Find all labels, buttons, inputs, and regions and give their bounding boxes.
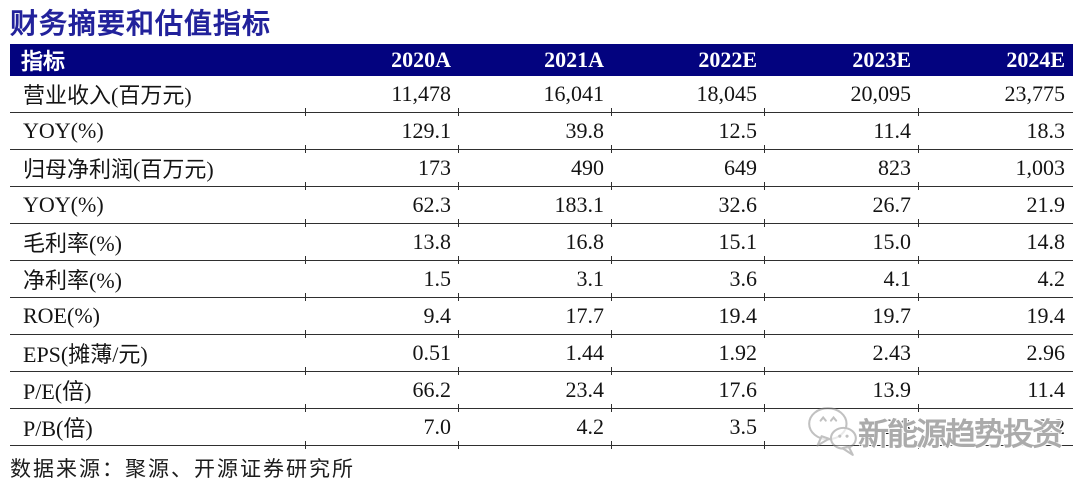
row-label: ROE(%)	[10, 297, 306, 335]
cell-value: 23.4	[458, 371, 612, 412]
cell-value: 19.4	[611, 297, 765, 338]
row-label: 营业收入(百万元)	[10, 76, 306, 113]
header-cell-2023e: 2023E	[765, 44, 919, 76]
row-label: YOY(%)	[10, 112, 306, 150]
cell-value: 26.7	[764, 186, 919, 227]
cell-value: 490	[458, 149, 612, 190]
header-cell-2024e: 2024E	[919, 44, 1073, 76]
cell-value: 823	[764, 149, 919, 190]
header-cell-metric: 指标	[10, 44, 306, 76]
cell-value: 19.7	[764, 297, 919, 338]
cell-value: 16,041	[458, 76, 612, 116]
cell-value: 13.9	[764, 371, 919, 412]
cell-value: 4.1	[764, 260, 919, 301]
table-row: P/E(倍) 66.2 23.4 17.6 13.9 11.4	[10, 371, 1073, 412]
cell-value: 2.43	[764, 334, 919, 375]
data-source-note: 数据来源：聚源、开源证券研究所	[10, 457, 355, 481]
cell-value: 66.2	[305, 371, 459, 412]
cell-value: 1.5	[305, 260, 459, 301]
header-row: 指标 2020A 2021A 2022E 2023E 2024E	[10, 44, 1073, 76]
table-row: YOY(%) 62.3 183.1 32.6 26.7 21.9	[10, 186, 1073, 227]
cell-value: 1.44	[458, 334, 612, 375]
cell-value: 15.1	[611, 223, 765, 264]
cell-value: 2.2	[918, 408, 1073, 449]
table-body: 营业收入(百万元) 11,478 16,041 18,045 20,095 23,775 Y…	[10, 76, 1073, 449]
page-title: 财务摘要和估值指标	[10, 9, 272, 40]
cell-value: 62.3	[305, 186, 459, 227]
cell-value: 2.96	[918, 334, 1073, 375]
financial-summary-table: 指标 2020A 2021A 2022E 2023E 2024E 营业收入(百万…	[10, 44, 1073, 449]
cell-value: 11.4	[918, 371, 1073, 412]
cell-value: 32.6	[611, 186, 765, 227]
table-row: P/B(倍) 7.0 4.2 3.5 2.8 2.2	[10, 408, 1073, 449]
cell-value: 3.6	[611, 260, 765, 301]
row-label: YOY(%)	[10, 186, 306, 224]
cell-value: 11,478	[305, 76, 459, 116]
cell-value: 18,045	[611, 76, 765, 116]
table-row: 净利率(%) 1.5 3.1 3.6 4.1 4.2	[10, 260, 1073, 301]
cell-value: 18.3	[918, 112, 1073, 153]
cell-value: 14.8	[918, 223, 1073, 264]
cell-value: 9.4	[305, 297, 459, 338]
row-label: 归母净利润(百万元)	[10, 149, 306, 187]
cell-value: 11.4	[764, 112, 919, 153]
cell-value: 13.8	[305, 223, 459, 264]
cell-value: 0.51	[305, 334, 459, 375]
table-header: 指标 2020A 2021A 2022E 2023E 2024E	[10, 44, 1073, 76]
table-row: 营业收入(百万元) 11,478 16,041 18,045 20,095 23,775	[10, 76, 1073, 116]
cell-value: 183.1	[458, 186, 612, 227]
cell-value: 1,003	[918, 149, 1073, 190]
cell-value: 3.5	[611, 408, 765, 449]
header-cell-2021a: 2021A	[459, 44, 612, 76]
cell-value: 2.8	[764, 408, 919, 449]
cell-value: 4.2	[918, 260, 1073, 301]
table-row: ROE(%) 9.4 17.7 19.4 19.7 19.4	[10, 297, 1073, 338]
row-label: 净利率(%)	[10, 260, 306, 298]
cell-value: 173	[305, 149, 459, 190]
table-row: 毛利率(%) 13.8 16.8 15.1 15.0 14.8	[10, 223, 1073, 264]
cell-value: 3.1	[458, 260, 612, 301]
cell-value: 12.5	[611, 112, 765, 153]
table-row: 归母净利润(百万元) 173 490 649 823 1,003	[10, 149, 1073, 190]
cell-value: 21.9	[918, 186, 1073, 227]
row-label: 毛利率(%)	[10, 223, 306, 261]
header-cell-2022e: 2022E	[612, 44, 765, 76]
cell-value: 15.0	[764, 223, 919, 264]
cell-value: 20,095	[764, 76, 919, 116]
cell-value: 17.7	[458, 297, 612, 338]
cell-value: 7.0	[305, 408, 459, 449]
cell-value: 129.1	[305, 112, 459, 153]
cell-value: 4.2	[458, 408, 612, 449]
cell-value: 39.8	[458, 112, 612, 153]
cell-value: 23,775	[918, 76, 1073, 116]
cell-value: 19.4	[918, 297, 1073, 338]
row-label: P/B(倍)	[10, 408, 306, 446]
table-row: YOY(%) 129.1 39.8 12.5 11.4 18.3	[10, 112, 1073, 153]
cell-value: 1.92	[611, 334, 765, 375]
cell-value: 649	[611, 149, 765, 190]
header-cell-2020a: 2020A	[306, 44, 459, 76]
cell-value: 17.6	[611, 371, 765, 412]
row-label: P/E(倍)	[10, 371, 306, 409]
cell-value: 16.8	[458, 223, 612, 264]
table-row: EPS(摊薄/元) 0.51 1.44 1.92 2.43 2.96	[10, 334, 1073, 375]
row-label: EPS(摊薄/元)	[10, 334, 306, 372]
